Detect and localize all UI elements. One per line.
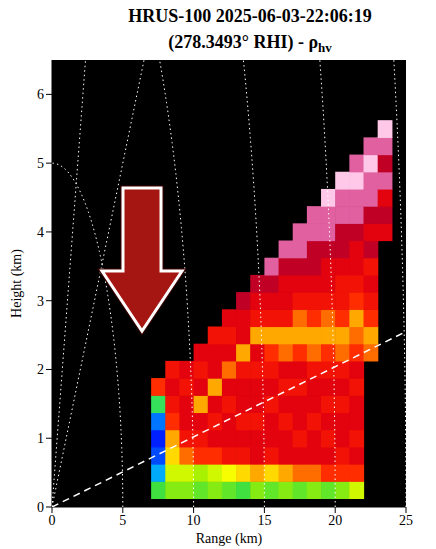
svg-text:(278.3493° RHI) - ρhv: (278.3493° RHI) - ρhv bbox=[168, 32, 332, 55]
svg-text:0: 0 bbox=[49, 513, 56, 528]
svg-text:2: 2 bbox=[37, 362, 44, 377]
svg-text:4: 4 bbox=[37, 225, 44, 240]
svg-text:Range (km): Range (km) bbox=[196, 531, 263, 547]
svg-text:10: 10 bbox=[187, 513, 201, 528]
svg-text:6: 6 bbox=[37, 87, 44, 102]
svg-text:5: 5 bbox=[37, 156, 44, 171]
svg-text:5: 5 bbox=[119, 513, 126, 528]
svg-text:Height (km): Height (km) bbox=[9, 249, 25, 318]
svg-text:25: 25 bbox=[399, 513, 413, 528]
svg-text:1: 1 bbox=[37, 431, 44, 446]
svg-text:0: 0 bbox=[37, 500, 44, 515]
svg-text:15: 15 bbox=[257, 513, 271, 528]
svg-text:HRUS-100 2025-06-03-22:06:19: HRUS-100 2025-06-03-22:06:19 bbox=[128, 6, 371, 26]
svg-text:3: 3 bbox=[37, 294, 44, 309]
svg-text:20: 20 bbox=[328, 513, 342, 528]
